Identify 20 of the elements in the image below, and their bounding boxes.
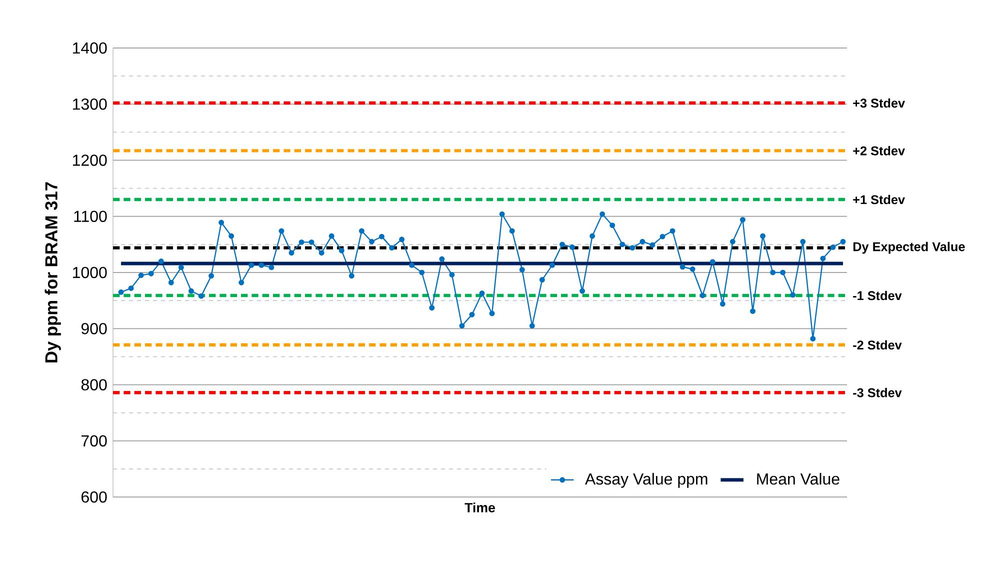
- ref-line-label: -2 Stdev: [853, 340, 902, 350]
- ref-line-label: Dy Expected Value: [853, 242, 965, 254]
- legend-label: Mean Value: [757, 472, 840, 485]
- y-tick-label: 1000: [73, 266, 107, 278]
- y-tick-label: 600: [82, 491, 107, 503]
- y-tick-label: 1400: [73, 42, 107, 54]
- ref-line-label: +3 Stdev: [853, 98, 905, 108]
- ref-line-label: -3 Stdev: [853, 388, 902, 398]
- y-tick-label: 800: [81, 379, 107, 390]
- y-tick-label: 1200: [73, 154, 107, 166]
- legend-label: Assay Value ppm: [585, 472, 708, 488]
- y-axis-title: Dy ppm for BRAM 317: [44, 182, 61, 362]
- y-tick-label: 1100: [74, 210, 107, 222]
- y-tick-label: 900: [81, 322, 107, 334]
- ref-line-label: +2 Stdev: [853, 146, 905, 156]
- ref-line-label: -1 Stdev: [853, 290, 902, 300]
- ref-line-label: +1 Stdev: [853, 194, 905, 204]
- y-tick-label: 1300: [73, 98, 107, 110]
- x-axis-title: Time: [464, 502, 495, 512]
- y-tick-label: 700: [82, 435, 107, 447]
